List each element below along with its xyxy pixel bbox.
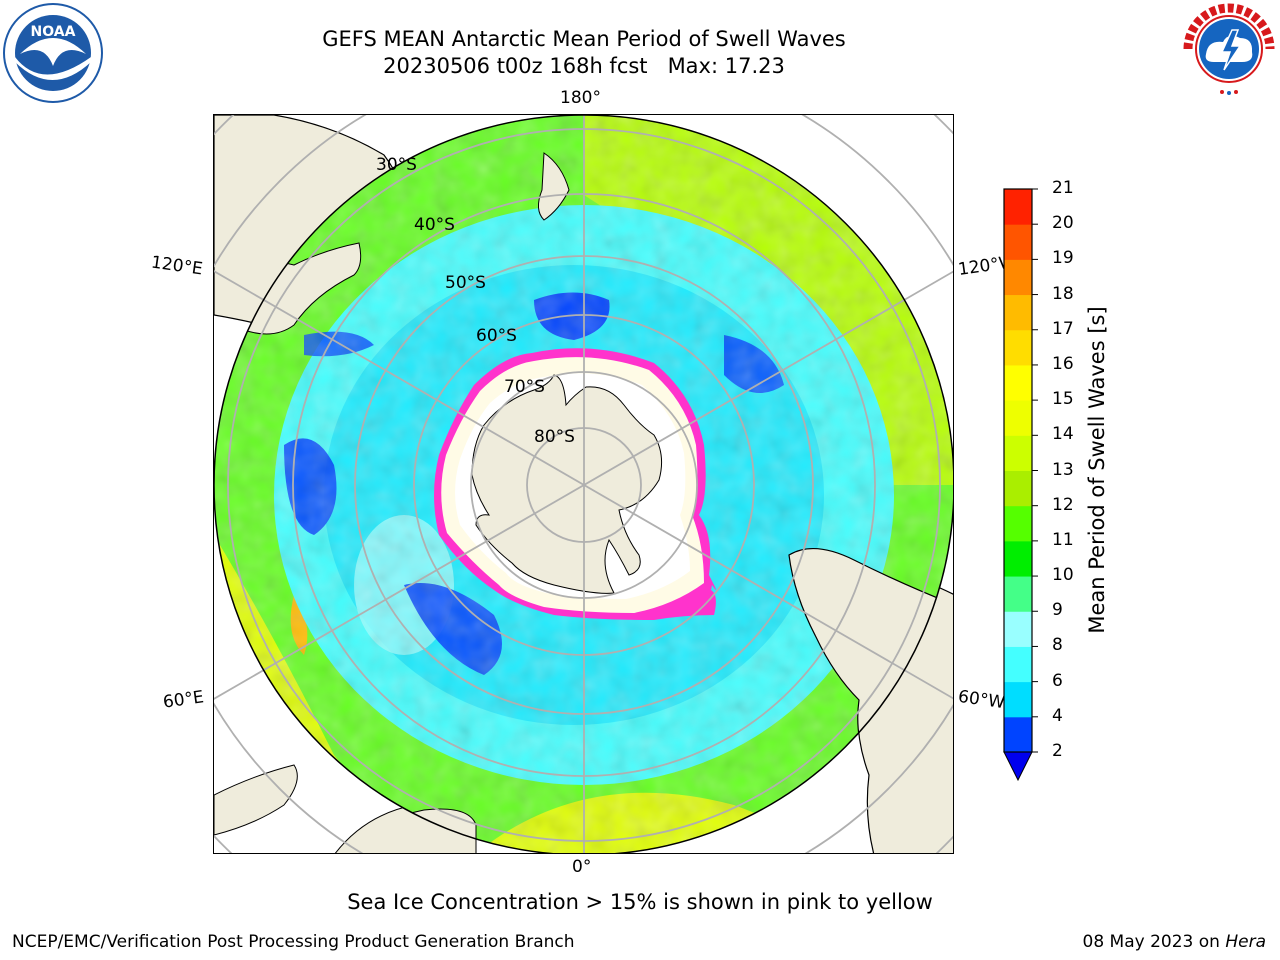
colorbar-tick-label: 6 bbox=[1052, 670, 1063, 691]
colorbar-segment bbox=[1004, 400, 1032, 436]
noaa-logo-text: NOAA bbox=[31, 24, 76, 40]
colorbar-tick-label: 10 bbox=[1052, 565, 1074, 586]
lat-label-60s: 60°S bbox=[476, 326, 517, 346]
colorbar-segment bbox=[1004, 505, 1032, 542]
colorbar-tick-label: 17 bbox=[1052, 318, 1074, 339]
sea-ice-note-text: Sea Ice Concentration > 15% is shown in … bbox=[347, 890, 933, 914]
colorbar-extend-triangle bbox=[1003, 751, 1033, 782]
ocean-field bbox=[214, 115, 953, 853]
colorbar-tick-label: 15 bbox=[1052, 389, 1074, 410]
map-panel: 30°S 40°S 50°S 60°S 70°S 80°S bbox=[213, 114, 954, 854]
colorbar-segment bbox=[1004, 329, 1032, 366]
colorbar-segment bbox=[1004, 646, 1032, 683]
colorbar-segment bbox=[1004, 470, 1032, 507]
colorbar-segment bbox=[1004, 681, 1032, 718]
colorbar-segment bbox=[1004, 716, 1032, 753]
chart-title: GEFS MEAN Antarctic Mean Period of Swell… bbox=[0, 26, 1168, 80]
footer-date-text: 08 May 2023 on bbox=[1082, 932, 1220, 952]
colorbar-tick-label: 18 bbox=[1052, 283, 1074, 304]
colorbar-segment bbox=[1004, 259, 1032, 296]
colorbar-segment bbox=[1004, 224, 1032, 260]
colorbar-segment bbox=[1004, 364, 1032, 401]
lon-label-60w: 60°W bbox=[956, 686, 1007, 714]
colorbar-tick-label: 4 bbox=[1052, 705, 1063, 726]
lon-label-120e: 120°E bbox=[149, 252, 204, 280]
colorbar-tick-label: 19 bbox=[1052, 248, 1074, 269]
colorbar-segment bbox=[1004, 576, 1032, 612]
colorbar-tick-label: 8 bbox=[1052, 635, 1063, 656]
colorbar-tick-label: 20 bbox=[1052, 213, 1074, 234]
footer-date: 08 May 2023 on Hera bbox=[1083, 932, 1267, 952]
colorbar-segment bbox=[1004, 435, 1032, 471]
lat-label-80s: 80°S bbox=[534, 427, 575, 447]
colorbar-segment bbox=[1004, 611, 1032, 647]
colorbar-segment bbox=[1004, 189, 1032, 225]
colorbar-segment bbox=[1004, 540, 1032, 577]
footer-credit: NCEP/EMC/Verification Post Processing Pr… bbox=[12, 932, 575, 952]
colorbar-tick-label: 16 bbox=[1052, 353, 1074, 374]
colorbar-tick-label: 9 bbox=[1052, 600, 1063, 621]
colorbar-segment bbox=[1004, 294, 1032, 331]
lon-label-60e: 60°E bbox=[161, 687, 206, 713]
lat-label-30s: 30°S bbox=[376, 155, 417, 175]
lat-label-50s: 50°S bbox=[445, 273, 486, 293]
latitude-labels: 30°S 40°S 50°S 60°S 70°S 80°S bbox=[376, 155, 575, 447]
colorbar-tick-label: 13 bbox=[1052, 459, 1074, 480]
colorbar-tick-label: 11 bbox=[1052, 529, 1074, 550]
colorbar-label: Mean Period of Swell Waves [s] bbox=[1085, 306, 1109, 634]
colorbar-tick-label: 14 bbox=[1052, 424, 1074, 445]
footer-host: Hera bbox=[1225, 932, 1266, 952]
polar-map: 30°S 40°S 50°S 60°S 70°S 80°S bbox=[214, 115, 953, 853]
title-line-2: 20230506 t00z 168h fcst Max: 17.23 bbox=[383, 54, 785, 78]
colorbar-tick-label: 21 bbox=[1052, 178, 1074, 198]
title-line-1: GEFS MEAN Antarctic Mean Period of Swell… bbox=[322, 27, 846, 51]
nws-logo-icon bbox=[1182, 2, 1276, 96]
colorbar-tick-label: 2 bbox=[1052, 741, 1063, 761]
lat-label-40s: 40°S bbox=[414, 215, 455, 235]
sea-ice-note: Sea Ice Concentration > 15% is shown in … bbox=[0, 890, 1280, 914]
graticule bbox=[214, 115, 953, 853]
lon-label-180: 180° bbox=[560, 88, 601, 108]
lon-label-0: 0° bbox=[572, 857, 592, 877]
lat-label-70s: 70°S bbox=[504, 377, 545, 397]
noaa-logo-icon: NOAA bbox=[3, 3, 103, 103]
colorbar bbox=[1003, 188, 1038, 782]
colorbar-tick-label: 12 bbox=[1052, 494, 1074, 515]
